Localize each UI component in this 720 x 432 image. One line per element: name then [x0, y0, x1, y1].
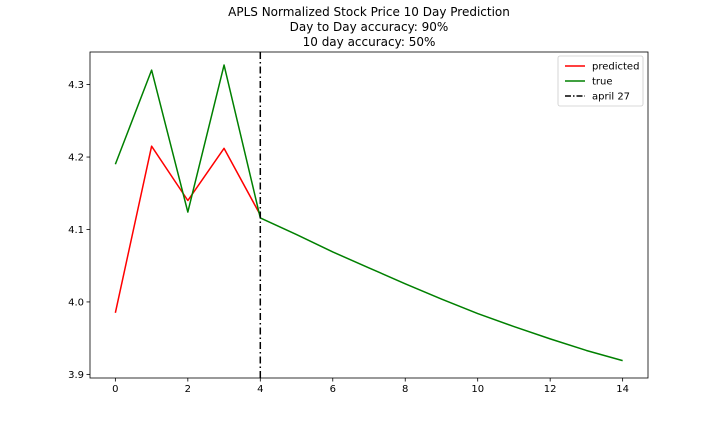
- series-line-true: [114, 64, 623, 362]
- x-tick-label: 10: [471, 384, 484, 395]
- legend-box: [557, 55, 644, 107]
- x-tick-label: 2: [185, 384, 191, 395]
- x-tick-label: 8: [402, 384, 408, 395]
- x-tick-label: 0: [112, 384, 118, 395]
- x-tick-label: 12: [544, 384, 557, 395]
- x-axis: 0 2 4 6 8 10 12 14: [112, 378, 629, 395]
- legend-label-true: true: [592, 77, 613, 88]
- legend-entry-april-27: april 27: [565, 92, 630, 103]
- x-tick-label: 4: [257, 384, 263, 395]
- y-axis: 3.9 4.0 4.1 4.2 4.3: [68, 80, 90, 381]
- chart-title: APLS Normalized Stock Price 10 Day Predi…: [228, 5, 510, 49]
- y-tick-label: 4.1: [68, 225, 84, 236]
- x-tick-label: 6: [330, 384, 336, 395]
- legend: predicted true april 27: [557, 55, 644, 107]
- chart-title-line-2: Day to Day accuracy: 90%: [290, 20, 449, 34]
- legend-label-predicted: predicted: [592, 62, 639, 73]
- y-tick-label: 4.2: [68, 153, 84, 164]
- chart-title-line-3: 10 day accuracy: 50%: [303, 35, 436, 49]
- legend-entry-true: true: [565, 77, 613, 88]
- plot-frame: [89, 51, 649, 379]
- y-tick-label: 3.9: [68, 370, 84, 381]
- y-tick-label: 4.3: [68, 80, 84, 91]
- y-tick-label: 4.0: [68, 297, 84, 308]
- legend-entry-predicted: predicted: [565, 62, 639, 73]
- series-line-predicted: [114, 145, 261, 313]
- series-layer: [114, 64, 623, 362]
- chart-title-line-1: APLS Normalized Stock Price 10 Day Predi…: [228, 5, 510, 19]
- x-tick-label: 14: [616, 384, 629, 395]
- legend-label-april-27: april 27: [592, 92, 630, 103]
